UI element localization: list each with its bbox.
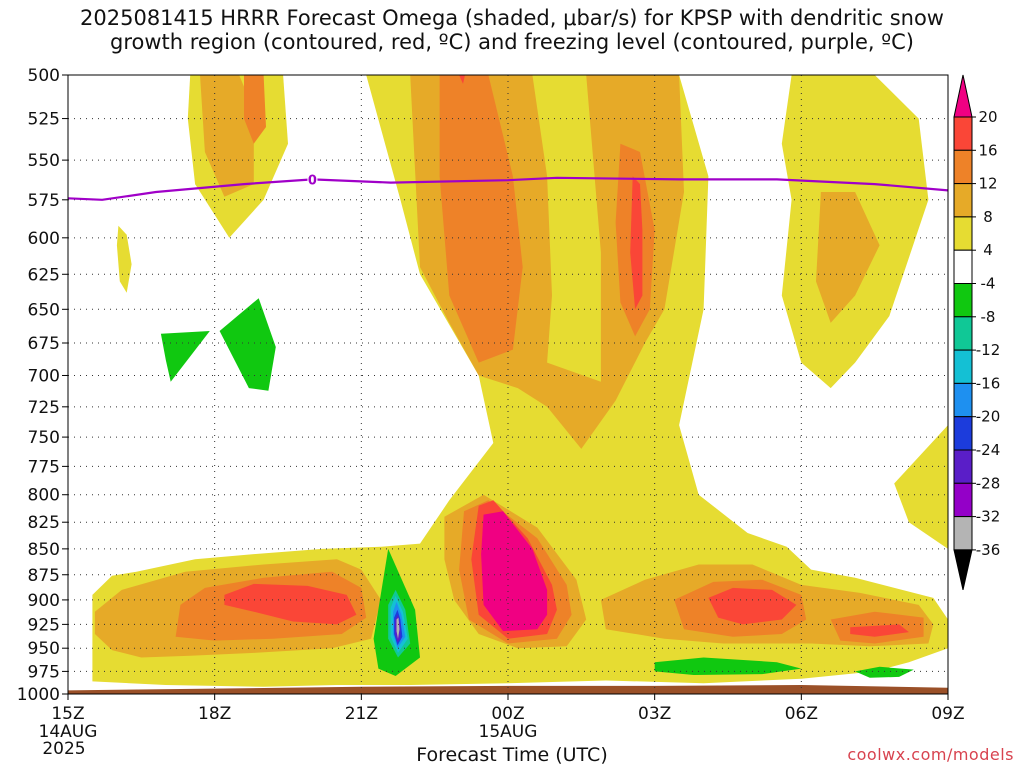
omega-region-11 [630, 176, 643, 310]
omega-region-6 [894, 425, 948, 549]
colorbar-bottom-arrow [953, 549, 973, 591]
omega-region-9 [439, 75, 523, 363]
colorbar-label: -4 [981, 275, 996, 293]
y-tick-label: 800 [28, 486, 60, 506]
x-tick-year-label: 2025 [42, 739, 85, 759]
y-tick-label: 775 [28, 457, 60, 477]
colorbar-swatch [953, 516, 973, 551]
omega-region-1 [200, 75, 254, 197]
omega-region-26 [219, 298, 276, 391]
omega-region-19 [481, 511, 548, 632]
colorbar-swatch [953, 283, 973, 318]
colorbar-label: 20 [978, 108, 997, 126]
y-tick-label: 575 [28, 191, 60, 211]
y-tick-label: 750 [28, 428, 60, 448]
omega-region-24 [850, 624, 909, 637]
y-tick-label: 600 [28, 229, 60, 249]
y-tick-label: 900 [28, 591, 60, 611]
x-tick-label: 09Z [931, 704, 964, 724]
y-tick-label: 725 [28, 398, 60, 418]
omega-shading [68, 75, 948, 694]
colorbar-swatch [953, 449, 973, 484]
freezing-level-label-bg [307, 171, 318, 188]
omega-region-35 [855, 666, 914, 678]
colorbar-label: -8 [981, 308, 996, 326]
y-tick-label: 875 [28, 566, 60, 586]
colorbar-label: 4 [983, 241, 993, 259]
colorbar-swatch [953, 116, 973, 151]
y-tick-label: 950 [28, 639, 60, 659]
x-tick-label: 15Z [51, 704, 84, 724]
credit-link[interactable]: coolwx.com/models [847, 745, 1014, 764]
omega-region-15 [224, 583, 357, 625]
omega-region-34 [654, 657, 802, 675]
colorbar-swatch [953, 316, 973, 351]
y-tick-label: 975 [28, 662, 60, 682]
x-tick-label: 00Z [491, 704, 524, 724]
x-tick-label: 18Z [198, 704, 231, 724]
omega-region-25 [160, 331, 210, 382]
colorbar-label: 12 [978, 175, 997, 193]
colorbar-label: -32 [976, 508, 1001, 526]
omega-region-33 [396, 617, 400, 639]
omega-region-2 [244, 75, 266, 144]
colorbar: 20 16 12 8 4 -4 -8 -12 -16 -20 -24 -28 -32 -36 [953, 74, 1001, 591]
colorbar-label: -36 [976, 541, 1001, 559]
colorbar-label: -12 [976, 341, 1001, 359]
x-tick-label: 21Z [345, 704, 378, 724]
y-tick-label: 650 [28, 300, 60, 320]
colorbar-label: 16 [978, 141, 997, 159]
y-tick-label: 525 [28, 110, 60, 130]
colorbar-label: -28 [976, 474, 1001, 492]
colorbar-swatch [953, 216, 973, 251]
omega-region-3 [116, 225, 132, 293]
y-tick-label: 675 [28, 334, 60, 354]
y-tick-label: 1000 [17, 685, 60, 705]
colorbar-swatch [953, 416, 973, 451]
omega-region-23 [708, 587, 797, 625]
freezing-level-contour: 0 [68, 171, 948, 201]
colorbar-swatch [953, 482, 973, 518]
y-axis: 500 525 550 575 600 625 650 675 700 725 750 775 800 8… [17, 66, 68, 705]
x-tick-label: 03Z [638, 704, 671, 724]
y-tick-label: 500 [28, 66, 60, 86]
x-tick-date-label: 15AUG [479, 722, 538, 742]
colorbar-label: -20 [976, 408, 1001, 426]
colorbar-swatch [953, 183, 973, 218]
colorbar-swatch [953, 349, 973, 384]
chart-title-line1: 2025081415 HRRR Forecast Omega (shaded, … [80, 6, 944, 30]
colorbar-label: -16 [976, 374, 1001, 392]
y-tick-label: 850 [28, 540, 60, 560]
x-tick-label: 06Z [785, 704, 818, 724]
x-axis-label: Forecast Time (UTC) [416, 744, 608, 766]
x-tick-date-label: 14AUG [39, 722, 98, 742]
chart-title: 2025081415 HRRR Forecast Omega (shaded, … [0, 6, 1024, 54]
omega-region-7 [816, 192, 880, 323]
colorbar-label: 8 [983, 208, 993, 226]
y-tick-label: 550 [28, 151, 60, 171]
ground-surface [68, 685, 948, 694]
chart-title-line2: growth region (contoured, red, ºC) and f… [110, 30, 914, 54]
freezing-level-label: 0 [308, 173, 317, 188]
colorbar-top-arrow [953, 74, 973, 118]
y-tick-label: 625 [28, 265, 60, 285]
y-tick-label: 925 [28, 615, 60, 635]
y-tick-label: 825 [28, 513, 60, 533]
colorbar-swatch [953, 149, 973, 185]
colorbar-label: -24 [976, 441, 1001, 459]
freezing-level-line [68, 176, 948, 201]
colorbar-swatch [953, 249, 973, 284]
y-tick-label: 700 [28, 366, 60, 386]
omega-region-12 [459, 75, 465, 84]
colorbar-swatch [953, 382, 973, 418]
